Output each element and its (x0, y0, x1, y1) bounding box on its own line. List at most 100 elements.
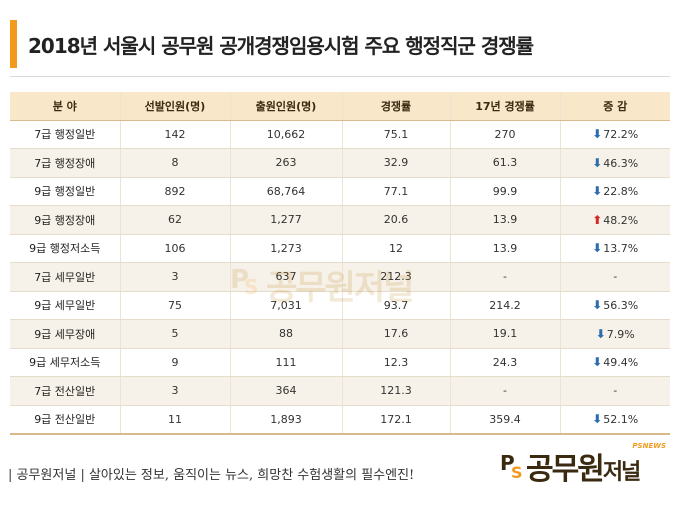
page-title: 2018년 서울시 공무원 공개경쟁임용시험 주요 행정직군 경쟁률 (28, 34, 534, 58)
cell-ratio-2017: 270 (450, 120, 561, 149)
cell-selected: 3 (120, 262, 231, 292)
cell-selected: 892 (120, 177, 231, 206)
table-row: 7급 세무일반 3 637 212.3- - (10, 262, 670, 292)
cell-ratio-2017: - (450, 376, 561, 406)
cell-change: ⬇49.4% (560, 348, 670, 377)
cell-selected: 62 (120, 205, 231, 235)
svg-text:P: P (500, 451, 515, 475)
table-row: 9급 행정장애 62 1,277 20.6 13.9 ⬆48.2% (10, 205, 670, 235)
cell-ratio-2017: 99.9 (450, 177, 561, 206)
cell-selected: 3 (120, 376, 231, 406)
logo-brand-sub: 저널 (602, 460, 642, 485)
cell-selected: 8 (120, 148, 231, 178)
arrow-down-icon: ⬇ (592, 355, 603, 370)
cell-ratio-2017: 24.3 (450, 348, 561, 377)
change-value: 7.9% (606, 327, 635, 341)
cell-ratio-2017: 13.9 (450, 234, 561, 263)
cell-change: - (560, 376, 670, 406)
change-value: 46.3% (603, 156, 639, 170)
brand-logo: P S 공무원저널 PSNEWS (500, 442, 670, 487)
change-value: 13.7% (603, 242, 639, 256)
cell-change: ⬇46.3% (560, 148, 670, 178)
cell-applicants: 1,277 (230, 205, 343, 235)
arrow-down-icon: ⬇ (592, 155, 603, 170)
cell-applicants: 364 (230, 376, 343, 406)
cell-applicants: 10,662 (230, 120, 343, 149)
cell-selected: 106 (120, 234, 231, 263)
cell-change: - (560, 262, 670, 292)
cell-ratio: 93.7 (342, 291, 451, 320)
cell-category: 9급 전산일반 (10, 405, 121, 435)
title-accent-bar (10, 20, 17, 68)
cell-change: ⬇7.9% (560, 319, 670, 349)
column-header-ratio: 경쟁률 (342, 92, 451, 121)
footer-tagline: | 공무원저널 | 살아있는 정보, 움직이는 뉴스, 희망찬 수험생활의 필수… (8, 468, 415, 483)
cell-category: 9급 세무장애 (10, 319, 121, 349)
cell-change: ⬇13.7% (560, 234, 670, 263)
competition-table: 분 야 선발인원(명) 출원인원(명) 경쟁률 17년 경쟁률 증 감 7급 행… (10, 92, 670, 435)
cell-applicants: 7,031 (230, 291, 343, 320)
table-row: 9급 전산일반 11 1,893 172.1 359.4 ⬇52.1% (10, 405, 670, 435)
arrow-down-icon: ⬇ (595, 326, 606, 341)
cell-ratio: 32.9 (342, 148, 451, 178)
cell-change: ⬆48.2% (560, 205, 670, 235)
change-value: - (613, 270, 618, 284)
cell-applicants: 637 (230, 262, 343, 292)
svg-text:S: S (511, 463, 523, 480)
cell-applicants: 111 (230, 348, 343, 377)
cell-applicants: 263 (230, 148, 343, 178)
cell-ratio: 77.1 (342, 177, 451, 206)
arrow-down-icon: ⬇ (592, 298, 603, 313)
cell-ratio: 212.3 (342, 262, 451, 292)
ps-logo-icon: P S (500, 451, 523, 480)
logo-brand-main: 공무원 (526, 452, 605, 487)
cell-ratio: 12 (342, 234, 451, 263)
cell-ratio-2017: 19.1 (450, 319, 561, 349)
change-value: 22.8% (603, 185, 639, 199)
cell-change: ⬇52.1% (560, 405, 670, 435)
page-header: 2018년 서울시 공무원 공개경쟁임용시험 주요 행정직군 경쟁률 (0, 0, 680, 77)
cell-change: ⬇22.8% (560, 177, 670, 206)
cell-applicants: 88 (230, 319, 343, 349)
change-value: - (613, 384, 618, 398)
column-header-ratio-2017: 17년 경쟁률 (450, 92, 561, 121)
cell-applicants: 1,893 (230, 405, 343, 435)
arrow-down-icon: ⬇ (592, 184, 603, 199)
competition-table-container: 분 야 선발인원(명) 출원인원(명) 경쟁률 17년 경쟁률 증 감 7급 행… (10, 92, 670, 435)
change-value: 56.3% (603, 299, 639, 313)
logo-brand-text: 공무원저널 (526, 444, 642, 488)
table-row: 9급 행정일반 892 68,764 77.1 99.9 ⬇22.8% (10, 177, 670, 206)
cell-category: 9급 세무일반 (10, 291, 121, 320)
cell-selected: 142 (120, 120, 231, 149)
table-row: 7급 전산일반 3 364 121.3- - (10, 376, 670, 406)
cell-category: 7급 전산일반 (10, 376, 121, 406)
column-header-applicants: 출원인원(명) (230, 92, 343, 121)
table-header-row: 분 야 선발인원(명) 출원인원(명) 경쟁률 17년 경쟁률 증 감 (10, 92, 670, 121)
logo-brand-en: PSNEWS (632, 442, 666, 450)
header-divider (10, 76, 670, 77)
cell-ratio-2017: - (450, 262, 561, 292)
table-row: 9급 세무일반 75 7,031 93.7 214.2 ⬇56.3% (10, 291, 670, 320)
cell-applicants: 1,273 (230, 234, 343, 263)
table-row: 9급 세무장애 5 88 17.6 19.1 ⬇7.9% (10, 319, 670, 349)
cell-category: 9급 행정일반 (10, 177, 121, 206)
cell-selected: 9 (120, 348, 231, 377)
column-header-selected: 선발인원(명) (120, 92, 231, 121)
cell-category: 9급 행정저소득 (10, 234, 121, 263)
table-row: 9급 행정저소득 106 1,273 12 13.9 ⬇13.7% (10, 234, 670, 263)
arrow-down-icon: ⬇ (592, 127, 603, 142)
table-row: 7급 행정장애 8 263 32.9 61.3 ⬇46.3% (10, 148, 670, 178)
change-value: 49.4% (603, 356, 639, 370)
cell-ratio-2017: 359.4 (450, 405, 561, 435)
arrow-down-icon: ⬇ (592, 241, 603, 256)
cell-applicants: 68,764 (230, 177, 343, 206)
table-body: 7급 행정일반 142 10,662 75.1 270 ⬇72.2% 7급 행정장애 8 263… (10, 120, 670, 435)
cell-category: 7급 행정일반 (10, 120, 121, 149)
cell-ratio: 172.1 (342, 405, 451, 435)
cell-category: 9급 행정장애 (10, 205, 121, 235)
change-value: 48.2% (603, 213, 639, 227)
change-value: 52.1% (603, 413, 639, 426)
cell-ratio: 121.3 (342, 376, 451, 406)
cell-ratio-2017: 214.2 (450, 291, 561, 320)
column-header-change: 증 감 (560, 92, 670, 121)
